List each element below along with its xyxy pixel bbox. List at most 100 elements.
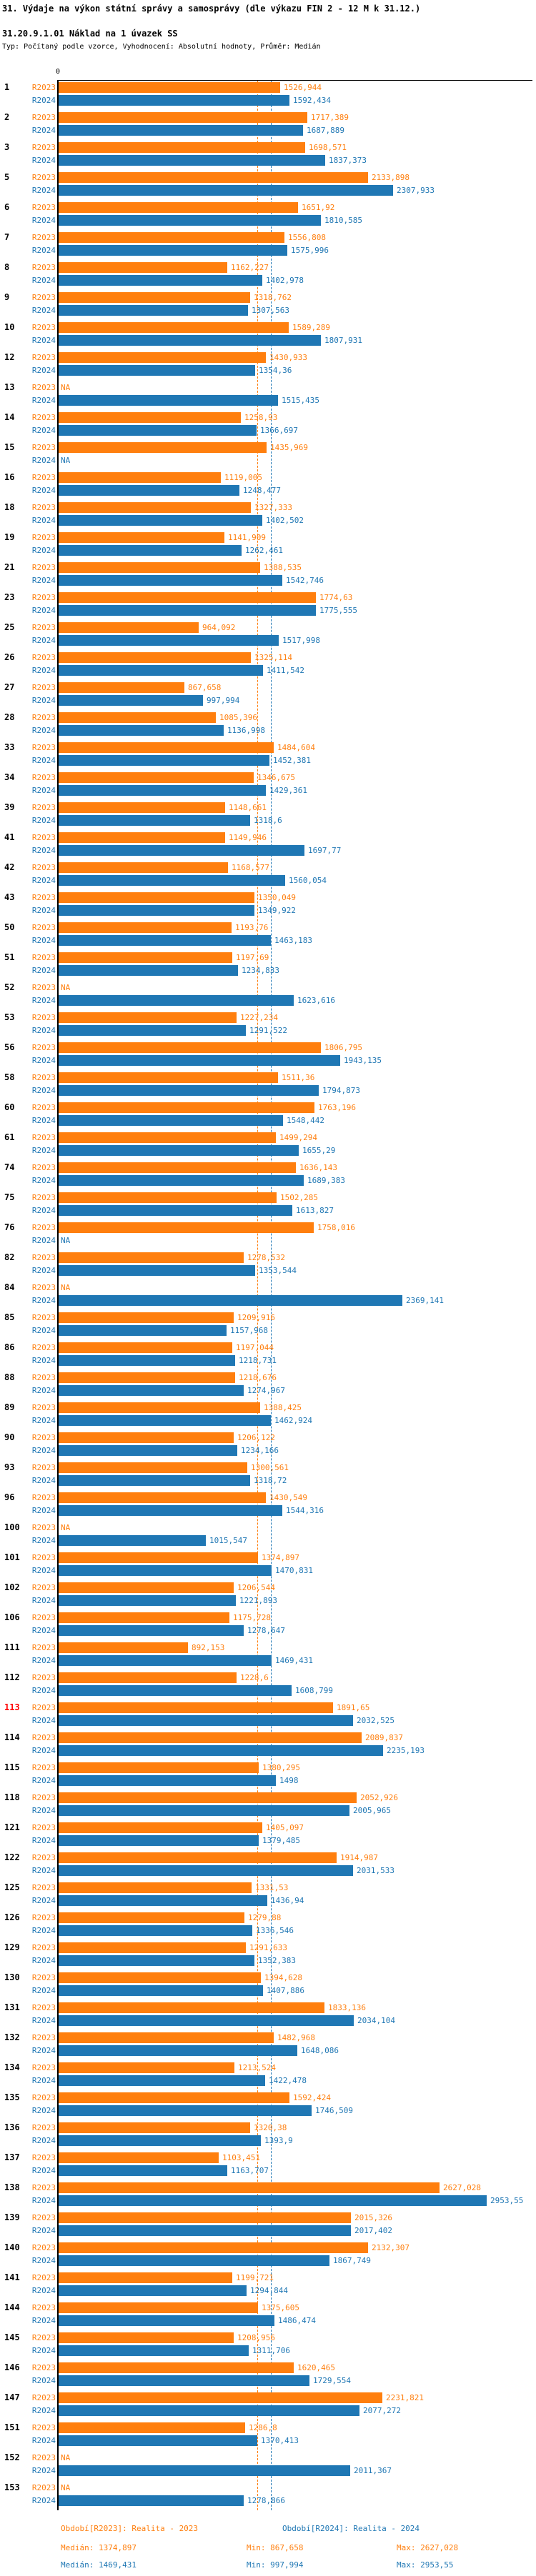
series-label-r2024: R2024 xyxy=(31,2046,56,2055)
row-id-label: 93 xyxy=(4,1462,15,1472)
row-id-label: 118 xyxy=(4,1792,20,1802)
row-id-label: 84 xyxy=(4,1282,15,1292)
series-label-r2024: R2024 xyxy=(31,1596,56,1605)
row-id-label: 111 xyxy=(4,1642,20,1652)
value-label-r2023: 1318,762 xyxy=(254,293,292,302)
value-label-r2023: 1141,909 xyxy=(228,533,266,542)
x-axis-line xyxy=(58,80,532,81)
series-label-r2023: R2023 xyxy=(31,1103,56,1112)
value-label-r2024: 1336,546 xyxy=(256,1926,294,1935)
series-label-r2024: R2024 xyxy=(31,1956,56,1965)
series-label-r2023: R2023 xyxy=(31,863,56,872)
series-label-r2023: R2023 xyxy=(31,1013,56,1022)
chart-row-90: 90 R2023 1206,122 R2024 1234,166 xyxy=(0,1430,536,1460)
bar-r2023 xyxy=(59,1342,232,1353)
bar-r2024 xyxy=(59,1445,237,1456)
value-label-r2023: 1405,097 xyxy=(266,1823,304,1832)
series-label-r2024: R2024 xyxy=(31,1776,56,1785)
bar-r2024 xyxy=(59,2045,297,2056)
series-label-r2023: R2023 xyxy=(31,2213,56,2222)
value-label-r2024: 1548,442 xyxy=(287,1116,324,1125)
value-label-r2023: 1286,8 xyxy=(249,2423,277,2432)
value-label-r2023: 1193,76 xyxy=(235,923,269,932)
chart-row-114: 114 R2023 2089,837 R2024 2235,193 xyxy=(0,1730,536,1760)
bar-r2024 xyxy=(59,1355,235,1366)
value-label-r2024: 1807,931 xyxy=(324,336,362,345)
series-label-r2024: R2024 xyxy=(31,366,56,375)
row-id-label: 51 xyxy=(4,952,15,962)
bar-r2023 xyxy=(59,2152,219,2163)
bar-r2024 xyxy=(59,1985,263,1996)
bar-r2023 xyxy=(59,1972,261,1983)
series-label-r2024: R2024 xyxy=(31,2136,56,2145)
value-label-r2023: 1380,295 xyxy=(262,1763,300,1772)
bar-r2023 xyxy=(59,1162,296,1173)
series-label-r2024: R2024 xyxy=(31,2196,56,2205)
bar-r2024 xyxy=(59,1475,250,1486)
chart-row-112: 112 R2023 1228,6 R2024 1608,799 xyxy=(0,1670,536,1700)
x-axis-zero-tick: 0 xyxy=(55,68,61,76)
indicator-meta: Typ: Počítaný podle vzorce, Vyhodnocení:… xyxy=(2,43,321,51)
row-id-label: 13 xyxy=(4,382,15,392)
chart-row-13: 13 R2023 NA R2024 1515,435 xyxy=(0,380,536,410)
value-label-r2024: 1687,889 xyxy=(307,126,344,135)
row-id-label: 129 xyxy=(4,1942,20,1952)
row-id-label: 58 xyxy=(4,1072,15,1082)
chart-row-25: 25 R2023 964,092 R2024 1517,998 xyxy=(0,620,536,650)
row-id-label: 139 xyxy=(4,2212,20,2222)
value-label-r2023: 2052,926 xyxy=(360,1793,398,1802)
bar-r2023 xyxy=(59,502,251,513)
series-label-r2024: R2024 xyxy=(31,1806,56,1815)
series-label-r2024: R2024 xyxy=(31,696,56,705)
chart-row-86: 86 R2023 1197,044 R2024 1218,731 xyxy=(0,1340,536,1370)
value-label-r2023: 1482,968 xyxy=(277,2033,315,2042)
series-label-r2023: R2023 xyxy=(31,2243,56,2252)
series-label-r2023: R2023 xyxy=(31,1283,56,1292)
series-label-r2024: R2024 xyxy=(31,1176,56,1185)
value-label-r2023: 2231,821 xyxy=(386,2393,424,2402)
value-label-r2023: 1175,728 xyxy=(233,1613,271,1622)
series-label-r2024: R2024 xyxy=(31,2316,56,2325)
bar-r2024 xyxy=(59,1385,244,1396)
row-id-label: 18 xyxy=(4,502,15,512)
bar-r2023 xyxy=(59,1552,258,1563)
bar-r2024 xyxy=(59,815,250,826)
row-id-label: 5 xyxy=(4,172,10,182)
chart-row-84: 84 R2023 NA R2024 2369,141 xyxy=(0,1280,536,1310)
row-id-label: 60 xyxy=(4,1102,15,1112)
na-label-r2023: NA xyxy=(61,2483,71,2492)
value-label-r2024: 1575,996 xyxy=(291,246,329,255)
value-label-r2023: 1589,289 xyxy=(292,323,330,332)
value-label-r2024: 1655,29 xyxy=(302,1146,336,1155)
chart-row-56: 56 R2023 1806,795 R2024 1943,135 xyxy=(0,1040,536,1070)
series-label-r2024: R2024 xyxy=(31,1356,56,1365)
bar-r2024 xyxy=(59,1055,340,1066)
row-id-label: 126 xyxy=(4,1912,20,1922)
series-label-r2024: R2024 xyxy=(31,2286,56,2295)
row-id-label: 141 xyxy=(4,2272,20,2282)
value-label-r2024: 2031,533 xyxy=(357,1866,394,1875)
chart-row-12: 12 R2023 1430,933 R2024 1354,36 xyxy=(0,350,536,380)
y-axis-line xyxy=(57,80,59,2510)
row-id-label: 88 xyxy=(4,1372,15,1382)
row-id-label: 122 xyxy=(4,1852,20,1862)
bar-r2024 xyxy=(59,965,238,976)
bar-r2023 xyxy=(59,442,267,453)
row-id-label: 115 xyxy=(4,1762,20,1772)
row-id-label: 114 xyxy=(4,1732,20,1742)
series-label-r2024: R2024 xyxy=(31,1056,56,1065)
chart-row-141: 141 R2023 1199,721 R2024 1294,844 xyxy=(0,2270,536,2300)
series-label-r2023: R2023 xyxy=(31,233,56,242)
bar-r2024 xyxy=(59,2405,359,2416)
bar-r2023 xyxy=(59,2002,324,2013)
value-label-r2023: 1291,633 xyxy=(249,1943,287,1952)
value-label-r2024: 1429,361 xyxy=(269,786,307,795)
series-label-r2024: R2024 xyxy=(31,2406,56,2415)
chart-row-23: 23 R2023 1774,63 R2024 1775,555 xyxy=(0,590,536,620)
bar-r2023 xyxy=(59,1642,188,1653)
bar-r2023 xyxy=(59,1402,260,1413)
series-label-r2023: R2023 xyxy=(31,683,56,692)
bar-r2024 xyxy=(59,2315,274,2326)
row-id-label: 152 xyxy=(4,2452,20,2462)
series-label-r2023: R2023 xyxy=(31,2303,56,2312)
